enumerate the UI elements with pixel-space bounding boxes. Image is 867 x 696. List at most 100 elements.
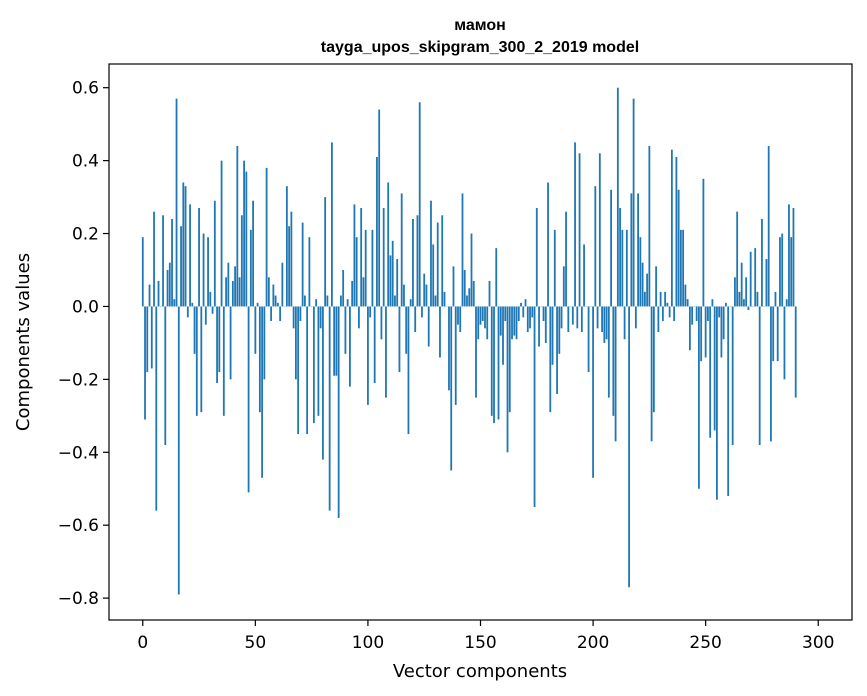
bar xyxy=(592,306,594,478)
bar xyxy=(468,288,471,307)
bar xyxy=(146,306,149,373)
bar xyxy=(713,306,716,431)
x-tick-label: 100 xyxy=(352,633,384,653)
bar xyxy=(716,306,718,500)
bar xyxy=(351,280,354,307)
bar xyxy=(184,186,187,307)
bar xyxy=(558,306,561,354)
bar xyxy=(481,306,484,322)
bar xyxy=(641,262,644,307)
bar xyxy=(346,299,349,307)
bar xyxy=(342,269,345,307)
bar xyxy=(258,306,261,413)
bar xyxy=(281,262,284,307)
bar xyxy=(785,299,788,307)
bar xyxy=(265,167,268,307)
bar xyxy=(574,142,576,307)
bar xyxy=(549,306,552,413)
bar xyxy=(376,156,378,307)
bar xyxy=(432,244,435,307)
bar xyxy=(177,306,180,595)
bar xyxy=(355,237,358,307)
bar xyxy=(571,306,574,325)
bar xyxy=(495,248,498,307)
bar xyxy=(670,149,673,307)
bar xyxy=(457,306,459,325)
chart-subtitle: tayga_upos_skipgram_300_2_2019 model xyxy=(321,39,639,56)
bar xyxy=(601,306,603,332)
bar xyxy=(637,193,640,307)
bar xyxy=(634,306,637,329)
bar xyxy=(200,306,203,413)
x-axis-label: Vector components xyxy=(393,661,567,682)
bar xyxy=(493,306,495,424)
y-tick-label: −0.4 xyxy=(58,443,99,463)
bar xyxy=(403,284,405,307)
bar xyxy=(628,306,631,588)
bar xyxy=(700,306,703,362)
bar xyxy=(279,306,282,322)
bar xyxy=(153,211,155,307)
bar xyxy=(144,306,146,420)
y-tick-label: 0.0 xyxy=(72,297,99,317)
bar xyxy=(679,229,682,307)
bar xyxy=(707,306,709,322)
x-tick-label: 250 xyxy=(689,633,721,653)
bar xyxy=(605,306,608,340)
bar xyxy=(387,182,390,307)
bar xyxy=(330,142,333,307)
bar xyxy=(141,237,144,307)
bar xyxy=(718,306,721,318)
bar xyxy=(436,222,439,307)
bar xyxy=(249,229,252,307)
y-tick-label: 0.6 xyxy=(72,79,99,99)
x-tick-label: 150 xyxy=(464,633,496,653)
bar xyxy=(788,204,790,307)
bar xyxy=(475,306,477,398)
bar xyxy=(162,215,164,307)
bar xyxy=(155,306,158,511)
bar xyxy=(443,291,446,307)
bar xyxy=(497,306,500,420)
bar xyxy=(553,229,556,307)
y-axis-ticks: −0.8 −0.6 −0.4 −0.2 0.0 0.2 0.4 0.6 xyxy=(58,79,109,609)
bar xyxy=(315,299,318,307)
bar xyxy=(238,277,241,307)
bars xyxy=(141,87,797,595)
bar xyxy=(218,306,221,373)
bar xyxy=(198,208,200,307)
bar xyxy=(454,306,457,405)
bar xyxy=(168,262,171,307)
bar xyxy=(362,277,365,307)
bar xyxy=(349,306,351,387)
bar xyxy=(236,146,239,307)
bar xyxy=(180,226,182,307)
bar xyxy=(294,306,297,380)
bar xyxy=(668,306,671,318)
bar xyxy=(594,186,597,307)
bar xyxy=(430,200,432,307)
bar xyxy=(207,237,209,307)
bar xyxy=(414,306,417,332)
bar xyxy=(682,229,685,307)
bar xyxy=(565,211,567,307)
bar xyxy=(461,193,464,307)
bar xyxy=(245,171,248,307)
bar xyxy=(335,306,338,376)
bar xyxy=(657,306,660,332)
bar xyxy=(556,306,558,394)
bar xyxy=(371,229,374,307)
bar xyxy=(513,306,516,336)
bar xyxy=(776,306,779,362)
bar xyxy=(529,306,531,329)
bar xyxy=(340,295,342,307)
bar xyxy=(538,306,540,347)
bar xyxy=(598,153,601,307)
bar xyxy=(164,306,167,445)
bar xyxy=(423,273,426,307)
bar xyxy=(267,277,270,307)
bar xyxy=(544,306,547,343)
bar xyxy=(697,306,700,489)
y-tick-label: 0.2 xyxy=(72,225,99,245)
bar xyxy=(630,193,633,307)
